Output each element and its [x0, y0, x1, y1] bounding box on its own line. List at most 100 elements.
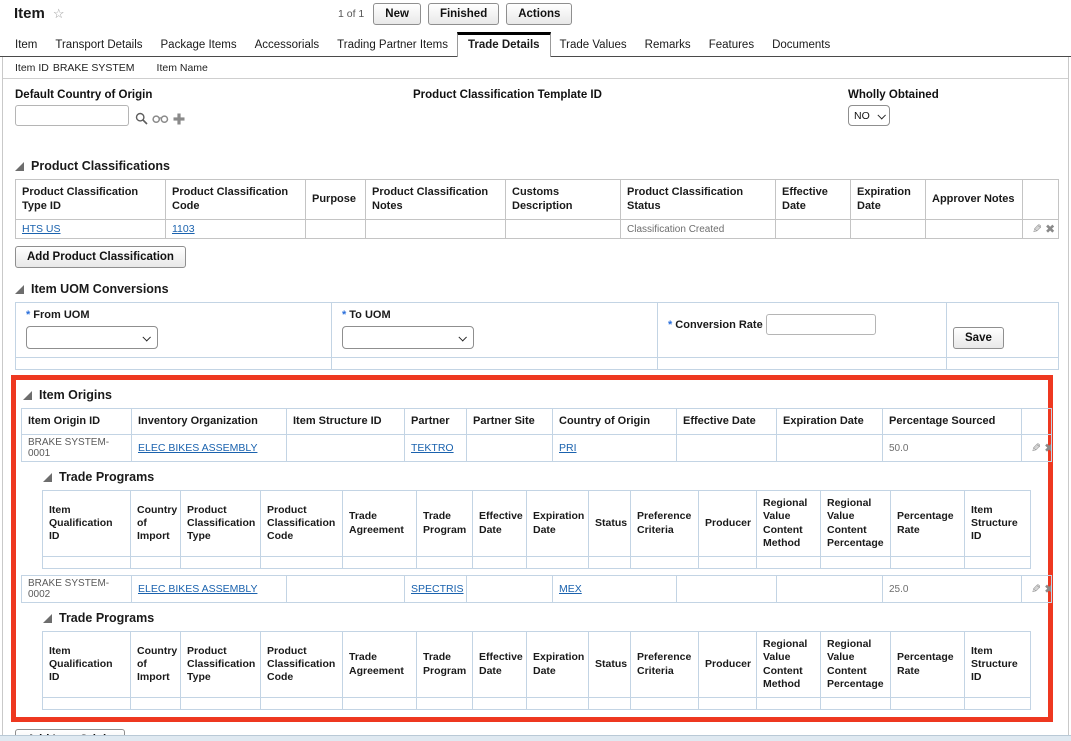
default-country-input[interactable] — [15, 105, 129, 126]
col-pc-type-id: Product Classification Type ID — [15, 179, 166, 220]
col-rvc-method: Regional Value Content Method — [756, 631, 821, 698]
table-header-row: Item Qualification ID Country of Import … — [42, 631, 1031, 698]
new-button[interactable]: New — [373, 3, 421, 25]
table-row: HTS US 1103 Classification Created ✎ ✖ — [15, 219, 1059, 239]
search-icon[interactable] — [135, 112, 148, 125]
finished-button[interactable]: Finished — [427, 3, 500, 25]
delete-icon[interactable]: ✖ — [1045, 222, 1056, 236]
item-origins-section-header[interactable]: Item Origins — [16, 380, 1048, 408]
col-partner-site: Partner Site — [466, 408, 553, 435]
tab-accessorials[interactable]: Accessorials — [254, 39, 320, 51]
partner-link[interactable]: SPECTRIS — [411, 583, 464, 595]
trade-programs-section-header[interactable]: Trade Programs — [16, 462, 1048, 490]
from-uom-label: * From UOM — [26, 309, 90, 321]
col-expiration-date: Expiration Date — [776, 408, 883, 435]
col-rvc-method: Regional Value Content Method — [756, 490, 821, 557]
tab-features[interactable]: Features — [708, 39, 755, 51]
add-pc-row: Add Product Classification — [3, 239, 1068, 274]
actions-button[interactable]: Actions — [506, 3, 573, 25]
wholly-obtained-label: Wholly Obtained — [848, 89, 939, 101]
chevron-down-icon — [458, 332, 467, 342]
col-expiration-date: Expiration Date — [526, 631, 589, 698]
classification-template-label: Product Classification Template ID — [413, 89, 602, 101]
col-trade-agreement: Trade Agreement — [342, 631, 417, 698]
required-asterisk: * — [342, 309, 347, 321]
col-rvc-percentage: Regional Value Content Percentage — [820, 490, 891, 557]
col-preference-criteria: Preference Criteria — [630, 631, 699, 698]
col-product-classification-type: Product Classification Type — [180, 490, 261, 557]
item-origin-id-cell: BRAKE SYSTEM-0001 — [21, 434, 132, 462]
tab-documents[interactable]: Documents — [772, 39, 831, 51]
tab-package-items[interactable]: Package Items — [160, 39, 237, 51]
col-rvc-percentage: Regional Value Content Percentage — [820, 631, 891, 698]
tab-item[interactable]: Item — [15, 39, 38, 51]
expiration-date-cell — [776, 575, 883, 603]
partner-link[interactable]: TEKTRO — [411, 442, 454, 454]
item-structure-id-cell — [286, 434, 405, 462]
percentage-sourced-cell: 50.0 — [882, 434, 1022, 462]
item-id-label: Item ID — [15, 62, 49, 74]
delete-icon[interactable]: ✖ — [1044, 582, 1050, 596]
col-partner: Partner — [404, 408, 467, 435]
page-title: Item — [14, 5, 45, 22]
tab-trade-details[interactable]: Trade Details — [456, 32, 551, 57]
uom-conversions-section-header[interactable]: Item UOM Conversions — [3, 274, 1068, 302]
tab-trading-partner-items[interactable]: Trading Partner Items — [337, 39, 448, 51]
view-details-glasses-icon[interactable] — [152, 113, 169, 124]
tab-bar: Item Transport Details Package Items Acc… — [0, 30, 1071, 57]
conversion-rate-input[interactable] — [765, 314, 876, 335]
add-icon[interactable] — [173, 113, 185, 125]
col-country-of-import: Country of Import — [130, 631, 181, 698]
inventory-organization-link[interactable]: ELEC BIKES ASSEMBLY — [138, 442, 258, 454]
save-button[interactable]: Save — [953, 327, 1004, 349]
content-frame: Item ID BRAKE SYSTEM Item Name Default Cou… — [2, 57, 1069, 741]
country-of-origin-link[interactable]: PRI — [559, 442, 577, 454]
col-percentage-sourced: Percentage Sourced — [882, 408, 1022, 435]
collapse-triangle-icon — [43, 472, 52, 482]
col-preference-criteria: Preference Criteria — [630, 490, 699, 557]
col-percentage-rate: Percentage Rate — [890, 490, 965, 557]
col-expiration-date: Expiration Date — [526, 490, 589, 557]
pc-code-link[interactable]: 1103 — [172, 223, 195, 235]
inventory-organization-link[interactable]: ELEC BIKES ASSEMBLY — [138, 583, 258, 595]
table-header-row: Item Qualification ID Country of Import … — [42, 490, 1031, 557]
product-classifications-section-header[interactable]: Product Classifications — [3, 151, 1068, 179]
tab-transport-details[interactable]: Transport Details — [55, 39, 143, 51]
bottom-strip — [0, 735, 1071, 741]
col-producer: Producer — [698, 490, 757, 557]
to-uom-select[interactable] — [342, 326, 474, 349]
col-pc-notes: Product Classification Notes — [365, 179, 506, 220]
delete-icon[interactable]: ✖ — [1044, 441, 1050, 455]
table-header-row: Product Classification Type ID Product C… — [15, 179, 1059, 220]
edit-icon[interactable]: ✎ — [1032, 222, 1043, 236]
col-trade-program: Trade Program — [416, 490, 473, 557]
product-classifications-table: Product Classification Type ID Product C… — [15, 179, 1059, 239]
tab-trade-values[interactable]: Trade Values — [559, 39, 627, 51]
uom-conversions-table: * From UOM * To UOM * Conversion Rate Save — [15, 302, 1059, 370]
pc-customs-description-cell — [505, 219, 621, 239]
col-country-of-origin: Country of Origin — [552, 408, 677, 435]
country-of-origin-link[interactable]: MEX — [559, 583, 582, 595]
trade-programs-section-header[interactable]: Trade Programs — [16, 603, 1048, 631]
col-expiration-date: Expiration Date — [850, 179, 926, 220]
col-actions — [1021, 408, 1052, 435]
expiration-date-cell — [776, 434, 883, 462]
pc-type-id-link[interactable]: HTS US — [22, 223, 61, 235]
favorite-star-icon[interactable]: ☆ — [52, 6, 65, 21]
table-row: BRAKE SYSTEM-0002 ELEC BIKES ASSEMBLY SP… — [21, 575, 1052, 603]
tab-remarks[interactable]: Remarks — [644, 39, 691, 51]
item-structure-id-cell — [286, 575, 405, 603]
col-effective-date: Effective Date — [472, 631, 527, 698]
col-product-classification-code: Product Classification Code — [260, 490, 343, 557]
pc-purpose-cell — [305, 219, 366, 239]
add-product-classification-button[interactable]: Add Product Classification — [15, 246, 186, 268]
wholly-obtained-select[interactable]: NO — [848, 105, 890, 126]
edit-icon[interactable]: ✎ — [1031, 441, 1042, 455]
col-customs-description: Customs Description — [505, 179, 621, 220]
edit-icon[interactable]: ✎ — [1031, 582, 1042, 596]
chevron-down-icon — [142, 332, 151, 342]
pc-status-cell: Classification Created — [620, 219, 776, 239]
item-name-label: Item Name — [156, 62, 208, 74]
from-uom-select[interactable] — [26, 326, 158, 349]
collapse-triangle-icon — [15, 161, 24, 171]
